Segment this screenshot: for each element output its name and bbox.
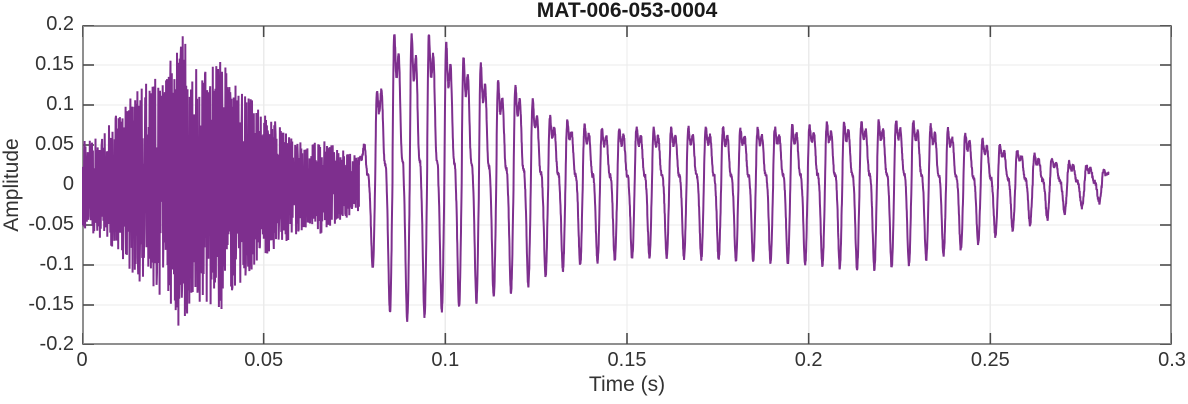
x-tick-label: 0.05 <box>244 349 284 371</box>
y-tick-label: -0.15 <box>28 293 74 316</box>
y-tick-label: 0 <box>62 173 74 196</box>
x-tick-label: 0.25 <box>970 349 1010 371</box>
waveform-line <box>82 33 1110 326</box>
x-tick-label: 0 <box>76 349 88 371</box>
y-tick-label: 0.15 <box>35 53 74 76</box>
y-tick-label: -0.2 <box>39 333 74 356</box>
x-tick-label: 0.3 <box>1158 349 1186 371</box>
waveform-plot <box>82 25 1172 345</box>
x-tick-label: 0.15 <box>607 349 647 371</box>
y-tick-label: 0.2 <box>46 13 74 36</box>
y-tick-label: 0.1 <box>46 93 74 116</box>
x-tick-label: 0.2 <box>794 349 823 371</box>
y-tick-label: -0.05 <box>28 213 74 236</box>
y-tick-label: -0.1 <box>39 253 74 276</box>
y-tick-label: 0.05 <box>35 133 74 156</box>
x-tick-label: 0.1 <box>431 349 460 371</box>
x-axis-label: Time (s) <box>588 373 666 396</box>
plot-title: MAT-006-053-0004 <box>536 0 718 22</box>
